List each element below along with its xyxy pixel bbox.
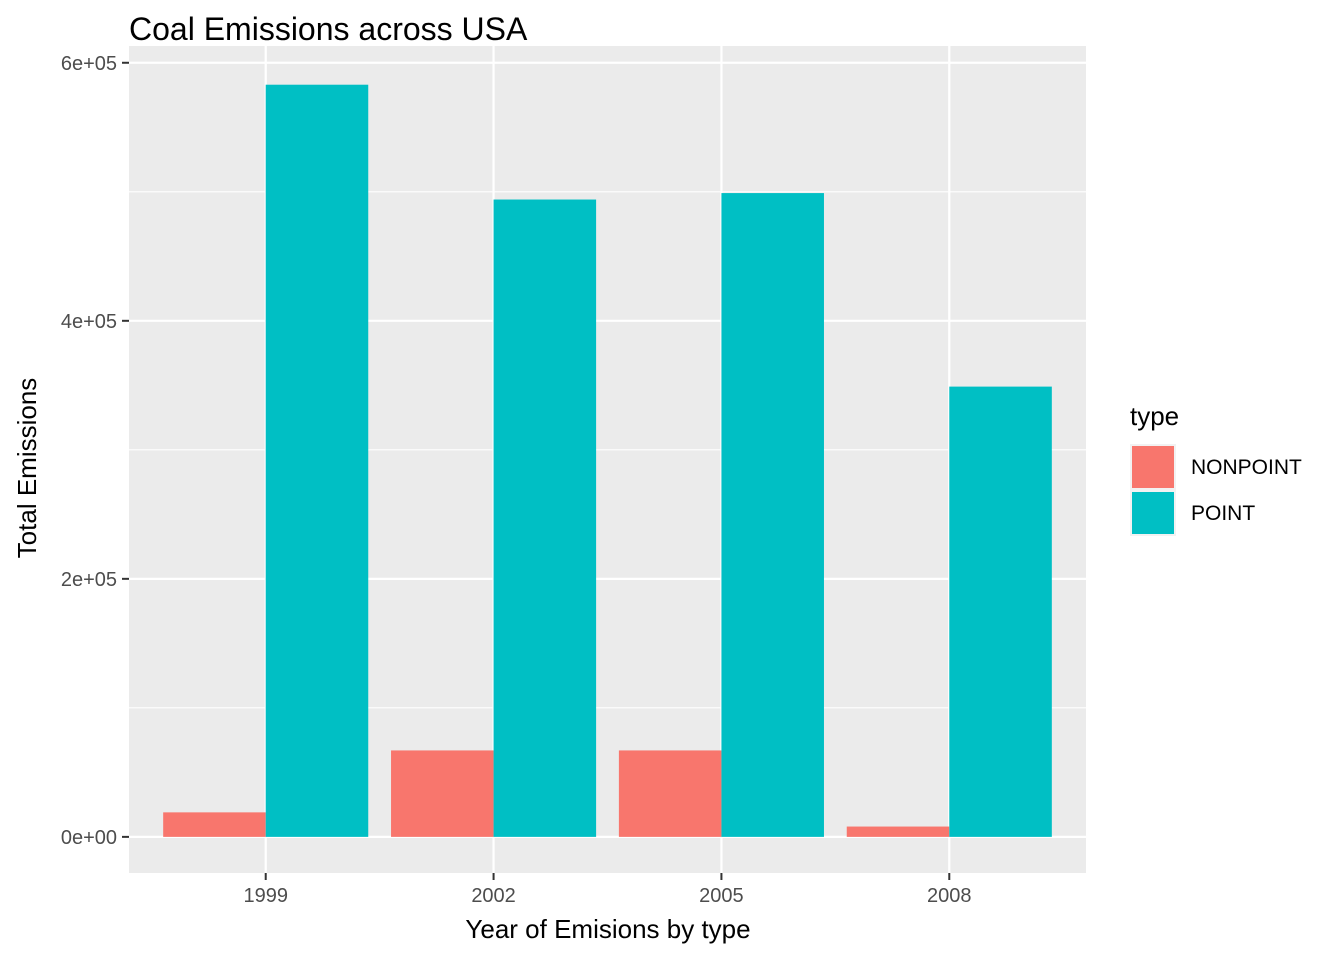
legend: type NONPOINT POINT	[1130, 401, 1302, 536]
x-tick-label: 1999	[243, 885, 288, 907]
bar-point-2005	[721, 193, 824, 837]
x-axis-title: Year of Emisions by type	[465, 914, 750, 944]
y-tick-label: 2e+05	[61, 569, 117, 591]
chart-title: Coal Emissions across USA	[129, 11, 528, 47]
y-axis: 0e+00 2e+05 4e+05 6e+05	[61, 53, 129, 849]
legend-title: type	[1130, 401, 1179, 431]
bar-nonpoint-1999	[163, 812, 266, 837]
legend-label-nonpoint: NONPOINT	[1191, 456, 1302, 479]
y-tick-label: 0e+00	[61, 827, 117, 849]
y-tick-label: 6e+05	[61, 53, 117, 75]
legend-swatch-nonpoint	[1132, 446, 1174, 488]
y-tick-label: 4e+05	[61, 311, 117, 333]
bars	[163, 84, 1052, 837]
bar-nonpoint-2008	[846, 826, 950, 837]
x-tick-label: 2002	[471, 885, 516, 907]
legend-label-point: POINT	[1191, 502, 1255, 525]
legend-swatch-point	[1132, 492, 1174, 534]
bar-point-1999	[265, 84, 369, 837]
y-axis-title: Total Emissions	[12, 378, 42, 559]
x-tick-label: 2005	[699, 885, 744, 907]
bar-point-2002	[493, 199, 597, 837]
x-axis: 1999 2002 2005 2008	[243, 873, 972, 907]
bar-point-2008	[949, 386, 1052, 837]
bar-nonpoint-2005	[618, 750, 722, 837]
x-tick-label: 2008	[927, 885, 972, 907]
bar-nonpoint-2002	[391, 750, 494, 837]
